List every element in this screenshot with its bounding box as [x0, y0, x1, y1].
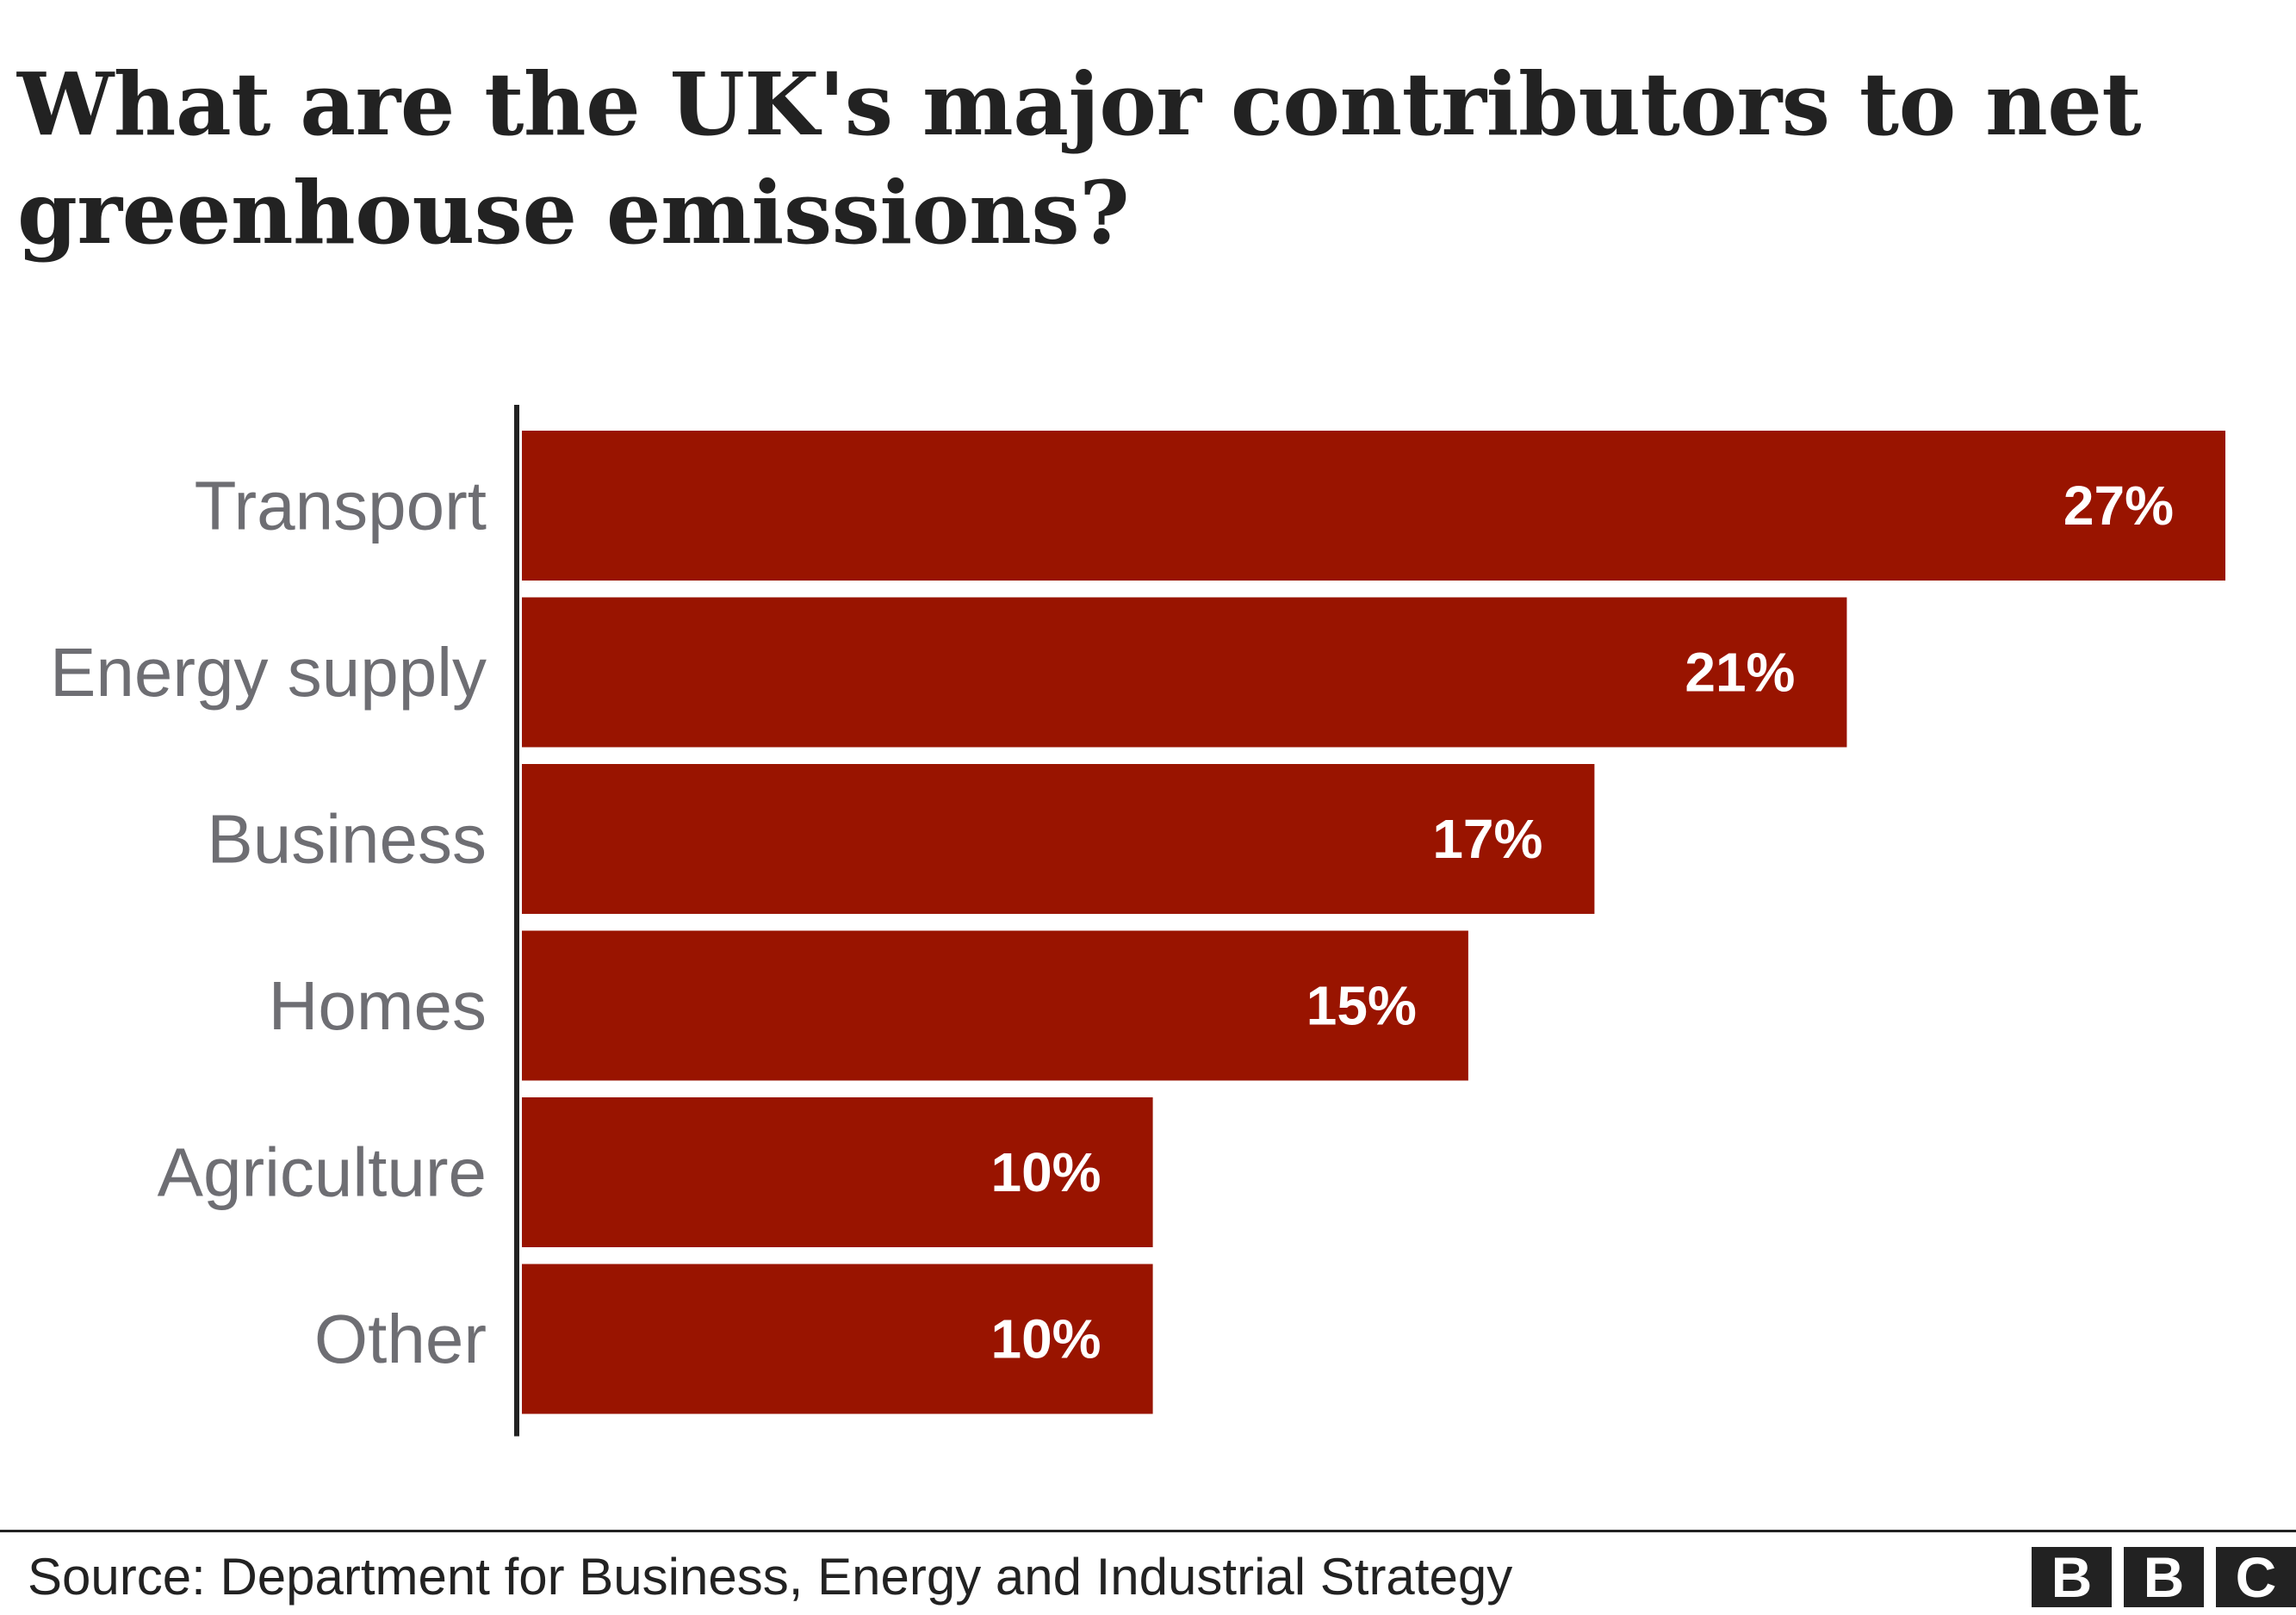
data-label: 15% [1306, 975, 1417, 1037]
bbc-logo-letter-c: C [2216, 1547, 2296, 1607]
bar [522, 1264, 1153, 1414]
data-label: 17% [1432, 808, 1542, 870]
chart-title: What are the UK's major contributors to … [17, 53, 2142, 264]
category-label: Other [314, 1301, 487, 1377]
category-label: Agriculture [158, 1134, 487, 1211]
bar [522, 1097, 1153, 1247]
bbc-logo: B B C [2032, 1547, 2296, 1607]
category-label: Business [207, 801, 487, 878]
bbc-logo-letter-b1: B [2032, 1547, 2112, 1607]
source-note: Source: Department for Business, Energy … [28, 1548, 1513, 1606]
bar [522, 431, 2225, 581]
bar [522, 930, 1468, 1081]
bar [522, 764, 1595, 914]
category-label: Energy supply [50, 634, 487, 711]
bbc-logo-letter-b2: B [2124, 1547, 2204, 1607]
data-label: 21% [1685, 642, 1795, 704]
bar [522, 597, 1847, 748]
category-label: Transport [195, 468, 487, 544]
data-label: 10% [990, 1141, 1101, 1203]
data-label: 27% [2063, 475, 2174, 537]
data-label: 10% [990, 1308, 1101, 1370]
footer-divider [0, 1530, 2296, 1532]
category-label: Homes [269, 967, 487, 1044]
